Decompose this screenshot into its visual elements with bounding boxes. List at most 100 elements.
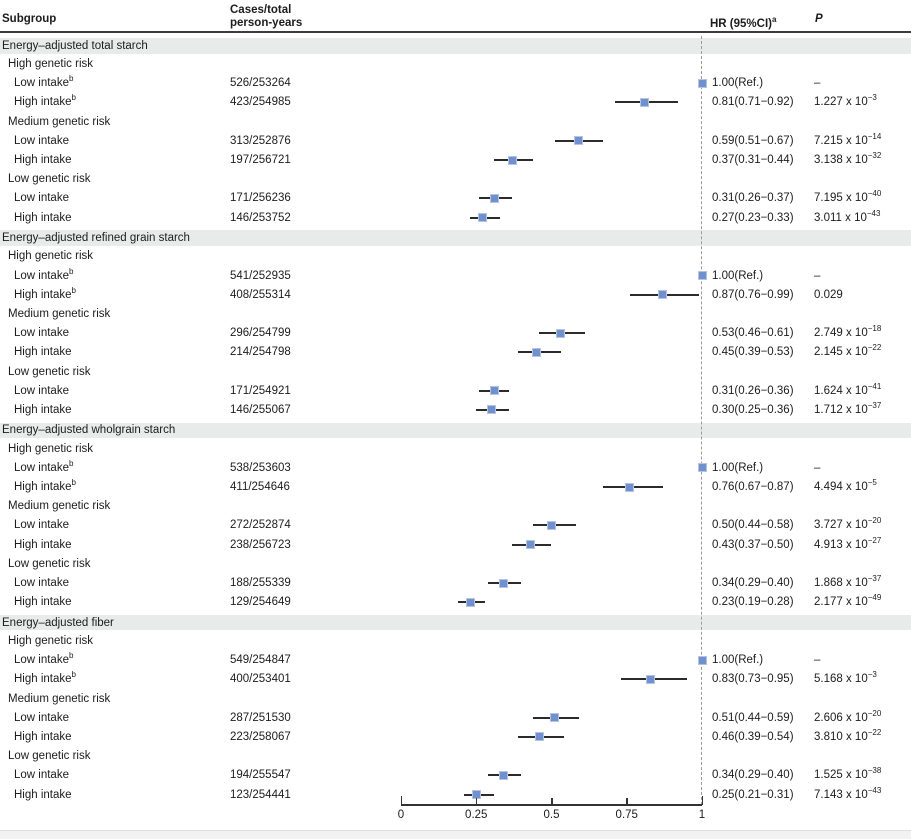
cases-value: 541/252935 [230, 269, 291, 282]
cases-value: 238/256723 [230, 538, 291, 551]
p-value: 1.525 x 10−38 [814, 766, 882, 781]
row-footnote-superscript: b [71, 670, 76, 680]
p-value-base: 4.913 x 10 [814, 538, 868, 551]
row-label: High intake [14, 538, 72, 551]
hr-value: 0.83(0.73−0.95) [712, 673, 794, 686]
x-axis-tick [626, 798, 628, 805]
p-value-base: 7.215 x 10 [814, 134, 868, 147]
p-value: 1.712 x 10−37 [814, 402, 881, 416]
row-label: Low intake [14, 577, 69, 590]
cases-value: 411/254646 [230, 481, 290, 494]
x-axis-tick-label: 1 [698, 809, 706, 821]
group-label: Medium genetic risk [8, 500, 111, 513]
column-header-subgroup: Subgroup [2, 13, 57, 25]
p-value-exponent: −49 [867, 593, 882, 603]
row-label: High intake [14, 730, 72, 743]
hr-value: 0.45(0.39−0.53) [712, 346, 794, 359]
cases-value: 423/254985 [230, 96, 291, 109]
p-value-exponent: −20 [867, 516, 882, 526]
cases-value: 549/254847 [230, 654, 291, 667]
forest-row: Low intake 188/255339 0.34(0.29−0.40) 1.868… [0, 574, 911, 593]
group-label: Low genetic risk [8, 557, 91, 570]
forest-row: High intake 129/254649 0.23(0.19−0.28) 2.17… [0, 593, 911, 612]
p-value: 2.145 x 10−22 [814, 343, 882, 359]
p-value-base: 2.177 x 10 [814, 596, 868, 609]
p-value-base: 1.712 x 10 [814, 403, 868, 416]
cases-value: 171/256236 [230, 192, 291, 205]
group-label: Low genetic risk [8, 750, 91, 763]
hr-value: 0.76(0.67−0.87) [712, 481, 794, 494]
p-value-base: – [814, 77, 821, 90]
cases-value: 171/254921 [230, 384, 291, 397]
group-row: Low genetic risk [0, 170, 911, 189]
x-axis-tick-label: 0.75 [615, 809, 638, 821]
row-label: Low intake [14, 769, 69, 782]
cases-value: 146/253752 [230, 211, 291, 224]
hr-marker [625, 482, 635, 492]
p-value-base: 2.749 x 10 [814, 327, 868, 340]
row-footnote-superscript: b [68, 74, 74, 84]
row-label: Low intakeb [14, 651, 74, 667]
hr-value: 1.00(Ref.) [712, 269, 764, 282]
p-value-exponent: −41 [867, 381, 882, 391]
row-label: Low intake [14, 327, 69, 340]
p-value-exponent: −22 [867, 343, 882, 353]
hr-marker [525, 540, 535, 550]
p-value: 2.606 x 10−20 [814, 709, 881, 723]
hr-marker [556, 328, 566, 338]
cases-value: 296/254799 [230, 327, 291, 340]
forest-row: High intake 214/254798 0.45(0.39−0.53) 2.14… [0, 343, 911, 362]
row-label: High intakeb [14, 285, 76, 301]
row-label: High intake [14, 346, 72, 359]
x-axis-tick [475, 798, 478, 805]
row-label: Low intake [14, 711, 69, 724]
hr-value: 0.23(0.19−0.28) [712, 596, 794, 609]
group-row: High genetic risk [0, 55, 911, 74]
hr-marker [697, 78, 707, 88]
header-rule [0, 31, 911, 33]
section-header-label: Energy–adjusted fiber [2, 616, 114, 629]
hr-value: 0.59(0.51−0.67) [712, 134, 794, 147]
group-row: Medium genetic risk [0, 304, 911, 323]
group-row: High genetic risk [0, 631, 911, 650]
forest-row: Low intake 272/252874 0.50(0.44−0.58) 3.727… [0, 516, 911, 535]
reference-line-hr1 [701, 36, 702, 805]
cases-value: 123/254441 [230, 788, 291, 801]
hr-value: 0.34(0.29−0.40) [712, 769, 794, 782]
group-label: High genetic risk [8, 250, 94, 263]
row-label: High intake [14, 154, 72, 167]
hr-marker [507, 155, 517, 165]
p-value-exponent: −43 [866, 208, 881, 218]
group-row: Medium genetic risk [0, 112, 911, 131]
hr-value: 0.31(0.26−0.36) [712, 384, 794, 397]
hr-marker [477, 213, 487, 223]
hr-marker [489, 386, 499, 396]
column-header-cases-line1: Cases/total [230, 4, 292, 16]
hr-value: 0.31(0.26−0.37) [712, 192, 794, 205]
p-value-base: 2.145 x 10 [814, 346, 868, 359]
p-value-exponent: −38 [867, 766, 882, 776]
p-value: – [814, 462, 820, 474]
section-header: Energy–adjusted fiber [0, 614, 911, 631]
p-value: 3.011 x 10−43 [814, 208, 881, 223]
p-value: 7.215 x 10−14 [814, 133, 881, 147]
forest-row: High intakeb 400/253401 0.83(0.73−0.95) 5.1… [0, 670, 911, 689]
hr-marker [658, 290, 668, 300]
p-value-base: 7.195 x 10 [814, 192, 868, 205]
row-label: Low intakeb [14, 74, 74, 90]
p-value-exponent: −37 [867, 574, 882, 584]
p-value-exponent: −27 [867, 535, 882, 545]
group-row: High genetic risk [0, 439, 911, 458]
group-label: Medium genetic risk [8, 692, 111, 705]
hr-value: 1.00(Ref.) [712, 461, 764, 474]
hr-marker [489, 193, 499, 203]
p-value: 0.029 [814, 289, 843, 301]
cases-value: 194/255547 [230, 769, 291, 782]
hr-value: 0.43(0.37−0.50) [712, 538, 794, 551]
group-row: High genetic risk [0, 247, 911, 266]
column-header-p: P [815, 13, 823, 25]
forest-row: High intake 146/255067 0.30(0.25−0.36) 1.71… [0, 400, 911, 419]
cases-value: 188/255339 [230, 577, 291, 590]
p-value: 2.177 x 10−49 [814, 593, 882, 609]
forest-row: High intakeb 411/254646 0.76(0.67−0.87) 4.4… [0, 478, 911, 497]
